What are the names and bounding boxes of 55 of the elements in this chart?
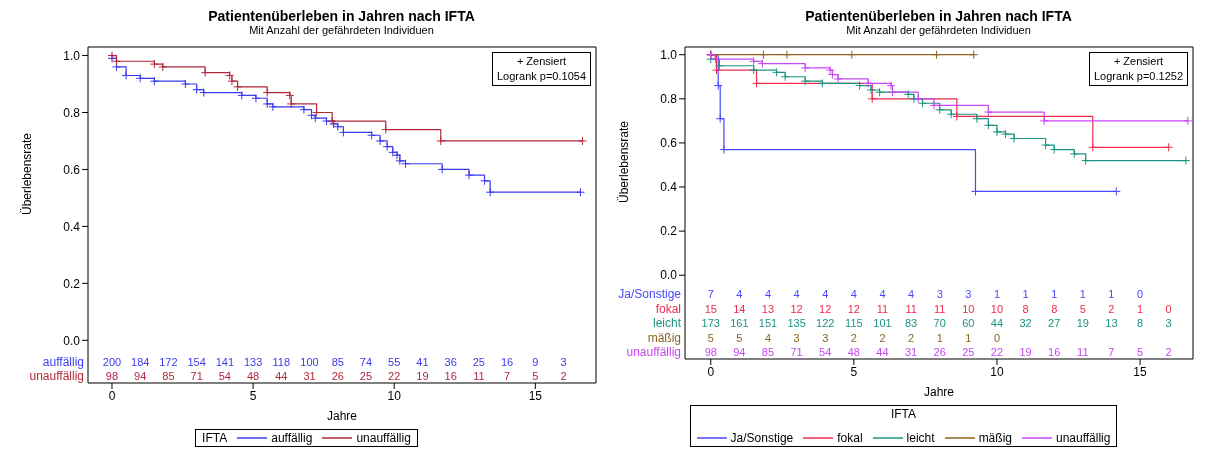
x-tick-label: 5 bbox=[249, 388, 257, 403]
x-axis-title: Jahre bbox=[923, 385, 955, 399]
y-tick-label: 0.0 bbox=[63, 333, 81, 348]
y-tick-label: 1.0 bbox=[660, 47, 678, 62]
annotation: + Zensiert bbox=[1112, 54, 1165, 69]
y-tick-label: 0.0 bbox=[660, 268, 678, 283]
text: 7 4 4 4 4 4 4 4 3 3 1 1 1 1 1 0 bbox=[707, 288, 1144, 300]
annotation: + Zensiert bbox=[515, 54, 568, 69]
y-tick-label: 0.6 bbox=[660, 136, 678, 151]
annotation: Logrank p=0.1252 bbox=[1094, 69, 1183, 84]
legend-label: leicht bbox=[906, 431, 935, 445]
legend-title: IFTA bbox=[890, 407, 917, 421]
y-axis-title: Überlebensrate bbox=[20, 132, 35, 215]
text: leicht bbox=[652, 316, 681, 330]
x-tick-label: 15 bbox=[1133, 364, 1148, 379]
y-tick-label: 0.4 bbox=[63, 219, 81, 234]
x-axis-title: Jahre bbox=[326, 409, 358, 423]
chart-subtitle: Mit Anzahl der gefährdeten Individuen bbox=[248, 24, 435, 36]
legend-label: Ja/Sonstige bbox=[730, 431, 794, 445]
legend-label: fokal bbox=[837, 431, 863, 445]
text: 15 14 13 12 12 12 11 11 11 10 10 8 8 5 2 1 0 bbox=[704, 302, 1172, 315]
y-tick-label: 0.2 bbox=[63, 276, 81, 291]
text: 5 5 4 3 3 2 2 2 1 1 0 bbox=[707, 331, 1001, 344]
text: fokal bbox=[655, 301, 681, 316]
x-tick-label: 5 bbox=[850, 364, 858, 379]
text: auffällig bbox=[42, 354, 84, 369]
legend-label: unauffällig bbox=[1055, 431, 1111, 445]
x-tick-label: 15 bbox=[528, 388, 543, 403]
text: 200 184 172 154 141 133 118 100 85 74 55 41 36 25 16 9 3 bbox=[102, 355, 567, 368]
legend-label: auffällig bbox=[271, 431, 313, 445]
x-tick-label: 0 bbox=[108, 388, 116, 403]
y-axis-title: Überlebensrate bbox=[617, 120, 632, 203]
y-tick-label: 0.8 bbox=[660, 92, 678, 107]
text: 98 94 85 71 54 48 44 31 26 25 22 19 16 11 7 5 2 bbox=[105, 370, 567, 382]
text: unauffällig bbox=[626, 345, 681, 359]
y-tick-label: 0.4 bbox=[660, 180, 678, 195]
chart-title: Patientenüberleben in Jahren nach IFTA bbox=[804, 8, 1073, 24]
legend-title: IFTA bbox=[202, 431, 228, 445]
chart-title: Patientenüberleben in Jahren nach IFTA bbox=[207, 8, 476, 24]
text: Ja/Sonstige bbox=[618, 287, 681, 301]
text: unauffällig bbox=[29, 369, 84, 383]
y-tick-label: 0.6 bbox=[63, 162, 81, 177]
text: 98 94 85 71 54 48 44 31 26 25 22 19 16 11 7 5 2 bbox=[704, 346, 1172, 358]
x-tick-label: 10 bbox=[387, 388, 402, 403]
y-tick-label: 1.0 bbox=[63, 48, 81, 63]
y-tick-label: 0.2 bbox=[660, 224, 678, 239]
x-tick-label: 0 bbox=[707, 364, 715, 379]
legend-label: mäßig bbox=[978, 431, 1012, 445]
legend-label: unauffällig bbox=[356, 431, 411, 445]
y-tick-label: 0.8 bbox=[63, 105, 81, 120]
text: 173 161 151 135 122 115 101 83 70 60 44 32 27 19 13 8 3 bbox=[701, 317, 1172, 329]
x-tick-label: 10 bbox=[990, 364, 1004, 379]
annotation: Logrank p=0.1054 bbox=[497, 69, 586, 84]
text: mäßig bbox=[647, 330, 681, 345]
chart-subtitle: Mit Anzahl der gefährdeten Individuen bbox=[845, 24, 1032, 36]
